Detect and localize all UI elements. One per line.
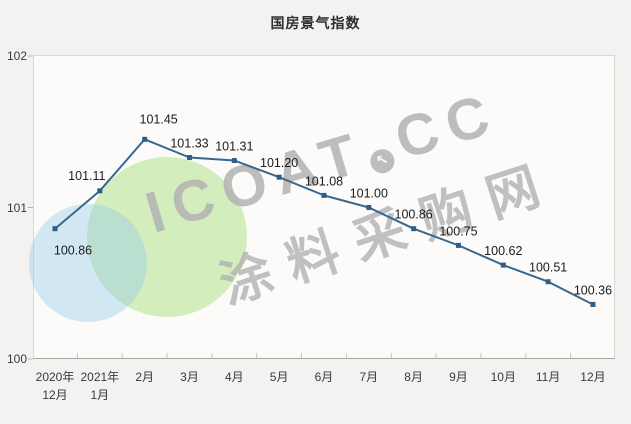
data-label: 101.33 bbox=[170, 137, 208, 151]
data-point-marker bbox=[276, 174, 282, 180]
data-point-marker bbox=[231, 158, 237, 164]
x-axis-label-line: 8月 bbox=[404, 370, 423, 384]
x-axis-label: 11月 bbox=[536, 369, 560, 387]
y-axis-label: 102 bbox=[6, 49, 27, 63]
x-axis-label: 9月 bbox=[449, 369, 468, 387]
x-axis-label: 5月 bbox=[270, 369, 289, 387]
x-axis-label-line: 7月 bbox=[359, 370, 379, 384]
x-axis-label: 2020年 12月 bbox=[36, 369, 75, 404]
x-axis-label-line: 9月 bbox=[449, 370, 468, 384]
x-axis-label: 6月 bbox=[315, 369, 334, 387]
data-point-marker bbox=[590, 301, 596, 307]
x-axis-label-line: 2月 bbox=[135, 370, 154, 384]
data-label: 100.75 bbox=[439, 224, 477, 238]
plot-area bbox=[33, 55, 615, 359]
x-axis-label-line: 5月 bbox=[269, 370, 289, 384]
x-axis-label-line: 6月 bbox=[314, 370, 334, 384]
y-axis-label: 101 bbox=[6, 200, 27, 215]
x-axis-label: 10月 bbox=[491, 369, 516, 387]
data-point-marker bbox=[500, 262, 506, 268]
x-axis-label: 7月 bbox=[359, 369, 378, 387]
data-label: 101.20 bbox=[260, 156, 298, 170]
x-axis-label-line: 12月 bbox=[580, 370, 606, 384]
x-axis-label-line: 2020年 bbox=[35, 370, 75, 384]
data-point-marker bbox=[321, 192, 327, 198]
watermark-green-circle-icon bbox=[87, 157, 247, 317]
x-axis-label-line: 2021年 bbox=[80, 370, 120, 384]
data-label: 101.45 bbox=[140, 112, 178, 126]
x-axis-label: 12月 bbox=[580, 369, 605, 387]
data-label: 101.08 bbox=[305, 174, 343, 188]
x-axis-label-line: 11月 bbox=[535, 370, 561, 384]
watermark-blue-circle-icon bbox=[29, 204, 147, 322]
x-axis-label-line: 3月 bbox=[180, 370, 199, 384]
data-point-marker bbox=[52, 226, 58, 232]
x-axis-label: 3月 bbox=[180, 369, 199, 387]
data-point-marker bbox=[186, 155, 192, 161]
data-label: 101.11 bbox=[68, 169, 105, 183]
data-label: 100.86 bbox=[395, 208, 433, 222]
data-point-marker bbox=[366, 205, 372, 210]
data-point-marker bbox=[455, 242, 461, 248]
x-axis-label-line: 10月 bbox=[490, 370, 516, 384]
data-label: 100.86 bbox=[54, 244, 92, 258]
data-point-marker bbox=[142, 136, 148, 142]
x-axis-label: 8月 bbox=[404, 369, 423, 387]
data-label: 100.36 bbox=[574, 283, 612, 297]
chart-title: 国房景气指数 bbox=[270, 15, 361, 31]
y-axis-label: 100 bbox=[6, 352, 27, 366]
data-label: 100.62 bbox=[484, 244, 522, 258]
data-point-marker bbox=[411, 226, 417, 232]
x-axis-label: 2月 bbox=[135, 369, 154, 387]
x-axis-label: 4月 bbox=[225, 369, 244, 387]
data-point-marker bbox=[545, 279, 551, 285]
x-axis-label-line: 12月 bbox=[42, 387, 68, 402]
index-line-series bbox=[54, 138, 594, 306]
data-label: 101.00 bbox=[350, 187, 388, 201]
data-label: 100.51 bbox=[529, 261, 567, 275]
x-axis-label: 2021年 1月 bbox=[80, 369, 119, 404]
data-point-marker bbox=[97, 188, 103, 194]
x-axis-label-line: 1月 bbox=[90, 387, 110, 402]
data-label: 101.31 bbox=[215, 140, 253, 154]
x-axis-label-line: 4月 bbox=[224, 370, 244, 384]
